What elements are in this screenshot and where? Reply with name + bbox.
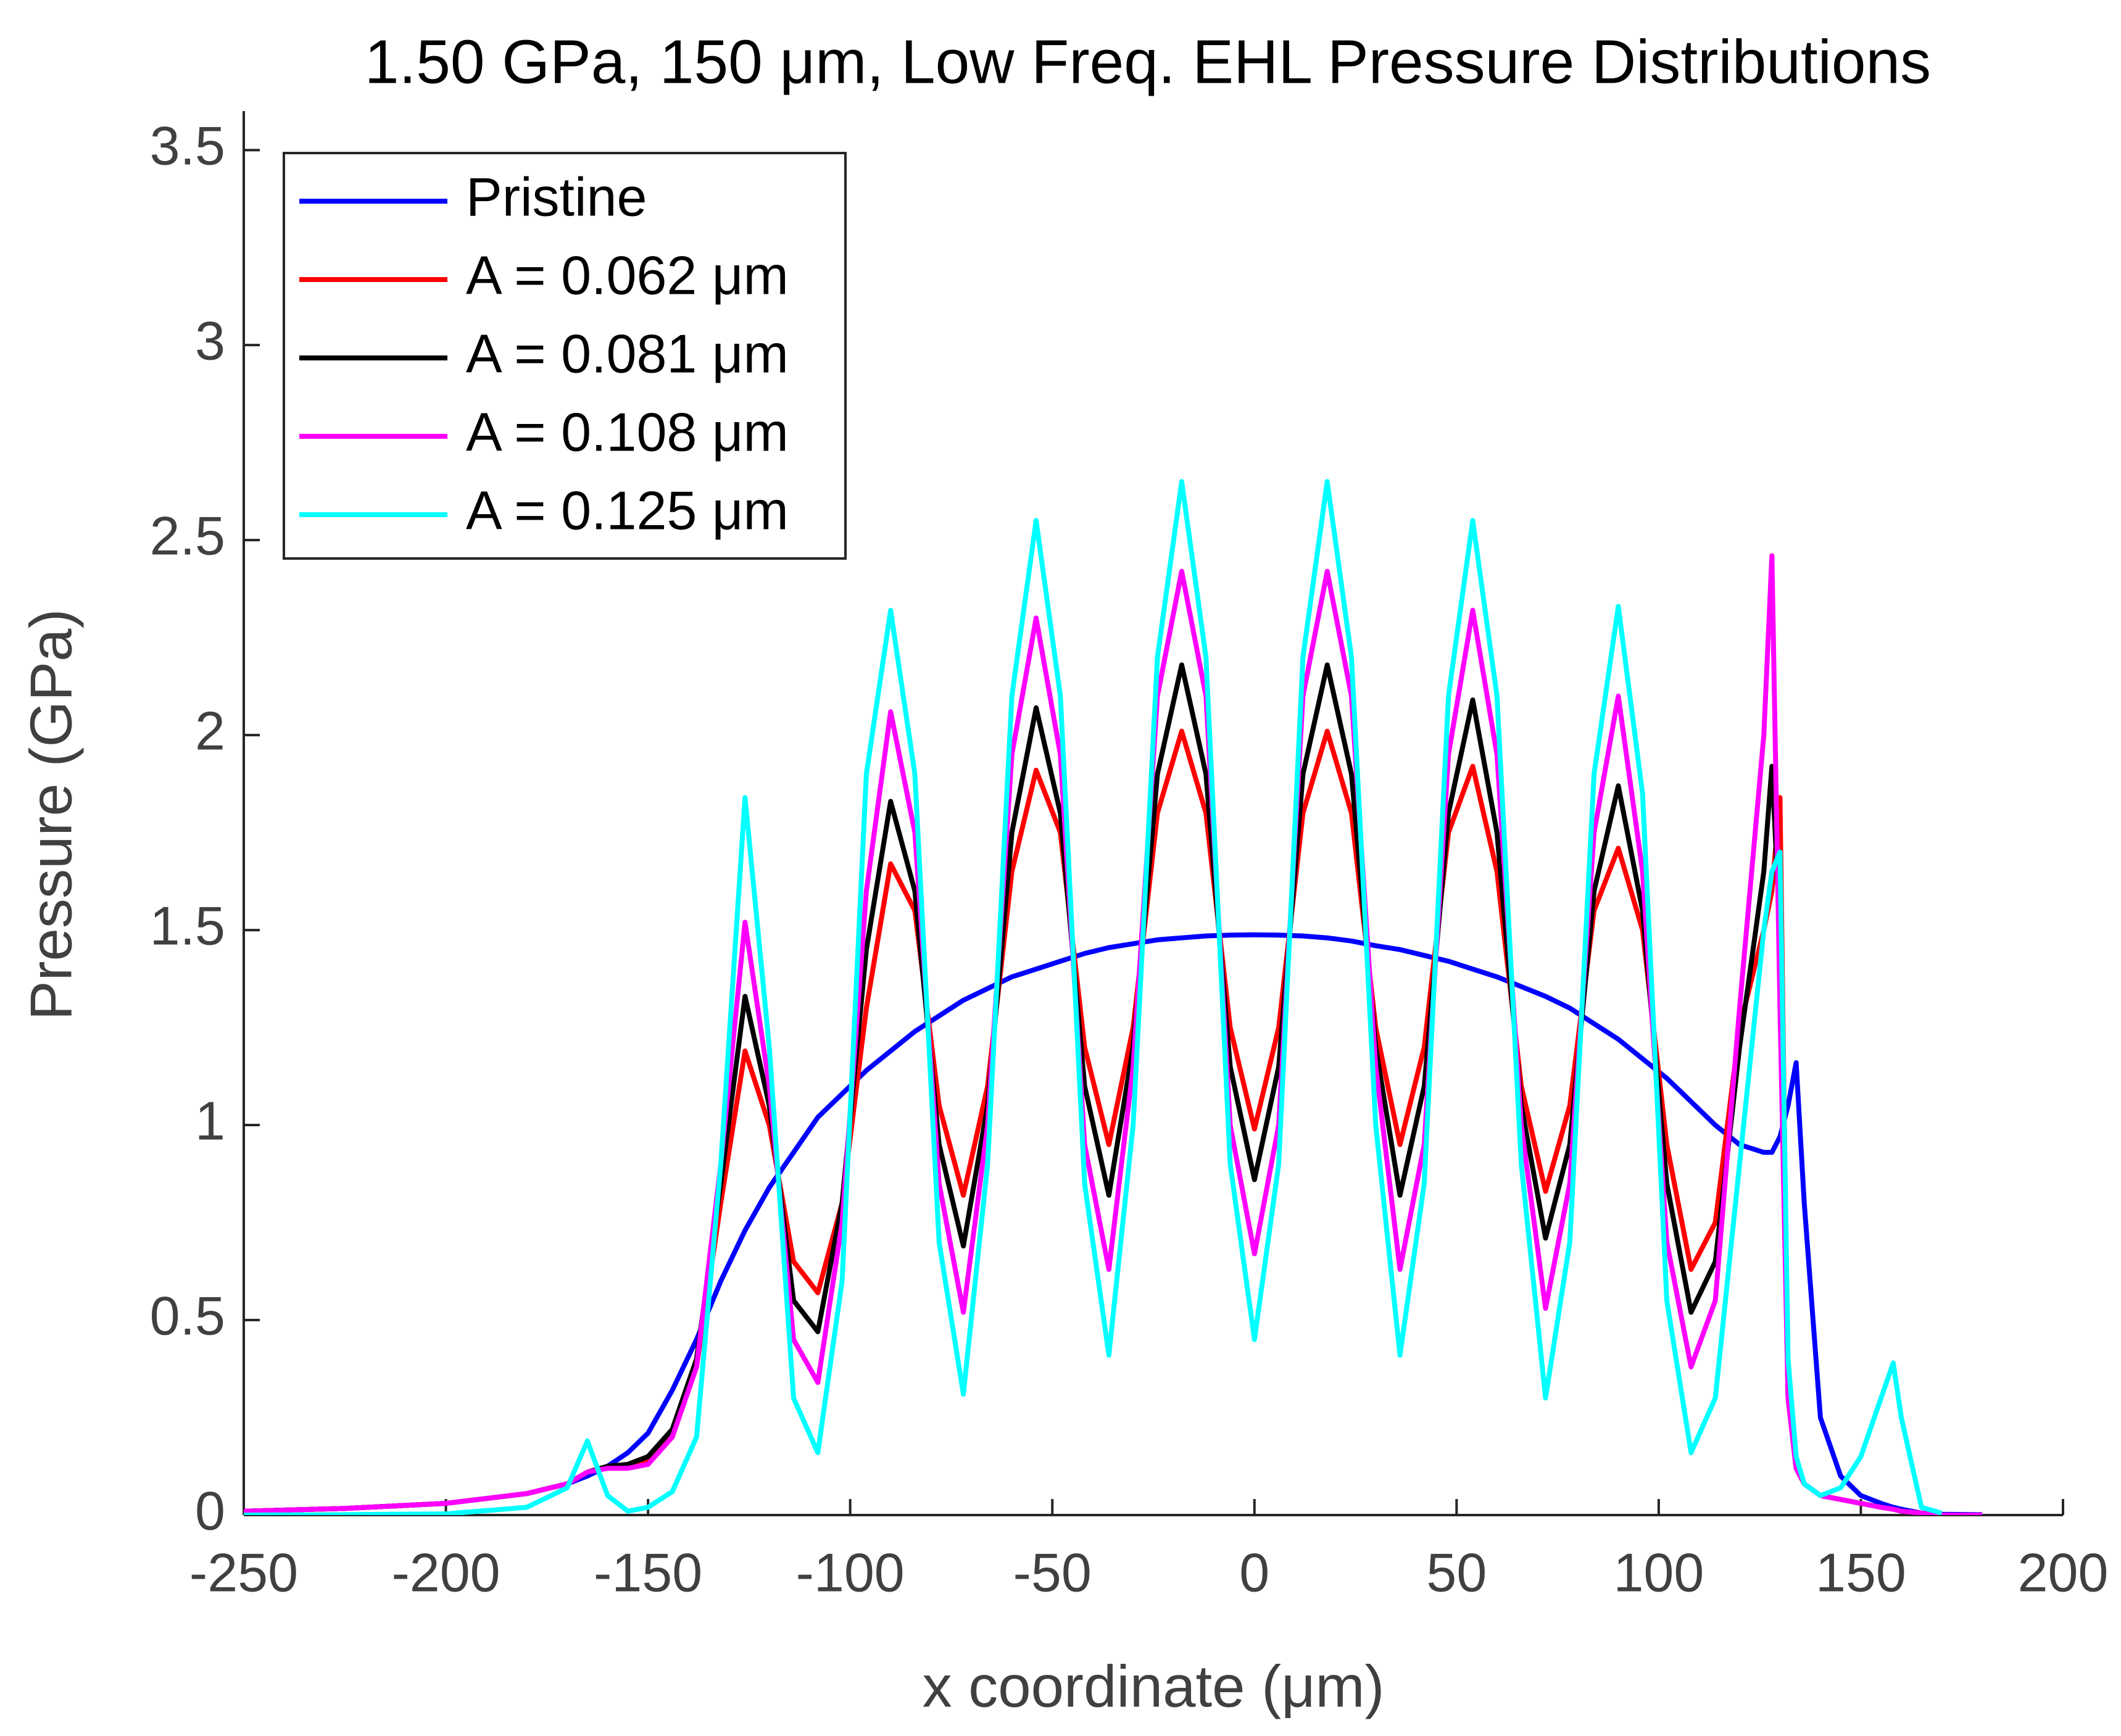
x-tick-label: 100 [1613, 1542, 1704, 1603]
legend-label: A = 0.125 μm [466, 480, 789, 541]
y-axis-label: Pressure (GPa) [18, 609, 84, 1021]
y-tick-label: 2 [195, 700, 225, 761]
y-tick-label: 0 [195, 1480, 225, 1541]
x-tick-label: 0 [1239, 1542, 1269, 1603]
x-tick-label: 200 [2018, 1542, 2109, 1603]
x-tick-label: -150 [594, 1542, 702, 1603]
x-tick-label: -50 [1013, 1542, 1092, 1603]
series-line [244, 479, 1943, 1515]
y-tick-label: 0.5 [150, 1285, 225, 1346]
chart-title: 1.50 GPa, 150 μm, Low Freq. EHL Pressure… [365, 27, 1931, 96]
legend-label: A = 0.062 μm [466, 244, 789, 305]
y-tick-label: 2.5 [150, 505, 225, 566]
y-tick-label: 1 [195, 1090, 225, 1151]
x-tick-label: 150 [1816, 1542, 1906, 1603]
legend-label: A = 0.081 μm [466, 323, 789, 384]
y-tick-label: 3.5 [150, 115, 225, 176]
x-axis-label: x coordinate (μm) [923, 1653, 1385, 1719]
x-tick-label: -200 [391, 1542, 500, 1603]
legend-label: Pristine [466, 166, 647, 227]
x-tick-label: -100 [796, 1542, 905, 1603]
y-tick-label: 3 [195, 310, 225, 371]
x-tick-label: -250 [189, 1542, 298, 1603]
x-tick-label: 50 [1426, 1542, 1487, 1603]
y-tick-label: 1.5 [150, 895, 225, 956]
legend-label: A = 0.108 μm [466, 401, 789, 462]
